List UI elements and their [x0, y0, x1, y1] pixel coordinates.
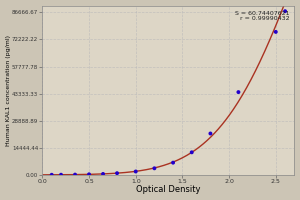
Point — [236, 91, 241, 94]
Point — [49, 173, 54, 176]
Point — [208, 132, 213, 135]
Point — [87, 173, 92, 176]
X-axis label: Optical Density: Optical Density — [136, 185, 201, 194]
Text: S = 60.74407621
r = 0.99990432: S = 60.74407621 r = 0.99990432 — [235, 11, 290, 21]
Point — [283, 10, 287, 13]
Point — [189, 151, 194, 154]
Point — [73, 173, 77, 176]
Point — [273, 30, 278, 33]
Y-axis label: Human KAL1 concentration (pg/ml): Human KAL1 concentration (pg/ml) — [6, 35, 10, 146]
Point — [133, 170, 138, 173]
Point — [115, 172, 119, 175]
Point — [58, 173, 63, 176]
Point — [100, 172, 105, 176]
Point — [171, 161, 176, 164]
Point — [152, 167, 157, 170]
